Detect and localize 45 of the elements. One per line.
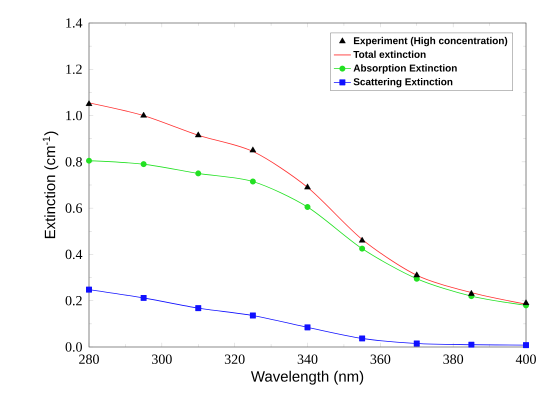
point — [358, 236, 366, 243]
y-tick-label: 1.0 — [66, 110, 82, 120]
point — [250, 312, 256, 319]
legend-label: Experiment (High concentration) — [354, 36, 508, 46]
legend-label: Scattering Extinction — [354, 78, 452, 88]
point — [194, 131, 202, 138]
y-tick-label: 0.2 — [66, 296, 82, 306]
point — [304, 204, 310, 210]
legend-label: Total extinction — [353, 50, 426, 58]
x-tick-label: 280 — [79, 354, 99, 364]
x-tick-label: 380 — [443, 354, 464, 364]
point — [140, 112, 147, 118]
x-tick-label: 300 — [152, 354, 172, 364]
point — [250, 178, 256, 185]
point — [522, 299, 530, 306]
point — [359, 246, 366, 252]
y-tick-label: 0.0 — [66, 342, 82, 352]
point — [468, 290, 475, 296]
y-tick-label: 1.2 — [66, 64, 82, 74]
point — [250, 146, 256, 152]
point — [86, 158, 92, 164]
point — [414, 340, 420, 347]
point — [86, 286, 92, 293]
y-tick-label: 1.4 — [66, 18, 82, 28]
point — [413, 271, 420, 278]
x-tick-label: 360 — [370, 354, 390, 364]
point — [304, 324, 310, 330]
point — [86, 100, 92, 106]
point — [195, 170, 202, 176]
y-axis-title: Extinction (cm$^{-1}$) — [42, 132, 58, 238]
y-tick-label: 0.6 — [66, 203, 82, 213]
point — [523, 342, 529, 348]
point — [140, 161, 147, 168]
x-tick-label: 340 — [298, 354, 318, 364]
x-axis-title: Wavelength (nm) — [250, 370, 364, 385]
point — [140, 294, 147, 301]
legend-label: Absorption Extinction — [354, 64, 457, 74]
point — [359, 335, 366, 342]
point — [468, 342, 474, 348]
point — [195, 305, 202, 312]
y-tick-label: 0.4 — [66, 250, 82, 260]
y-tick-label: 0.8 — [66, 157, 82, 167]
x-tick-label: 320 — [224, 354, 245, 364]
point — [304, 184, 311, 190]
x-tick-label: 400 — [516, 354, 536, 364]
